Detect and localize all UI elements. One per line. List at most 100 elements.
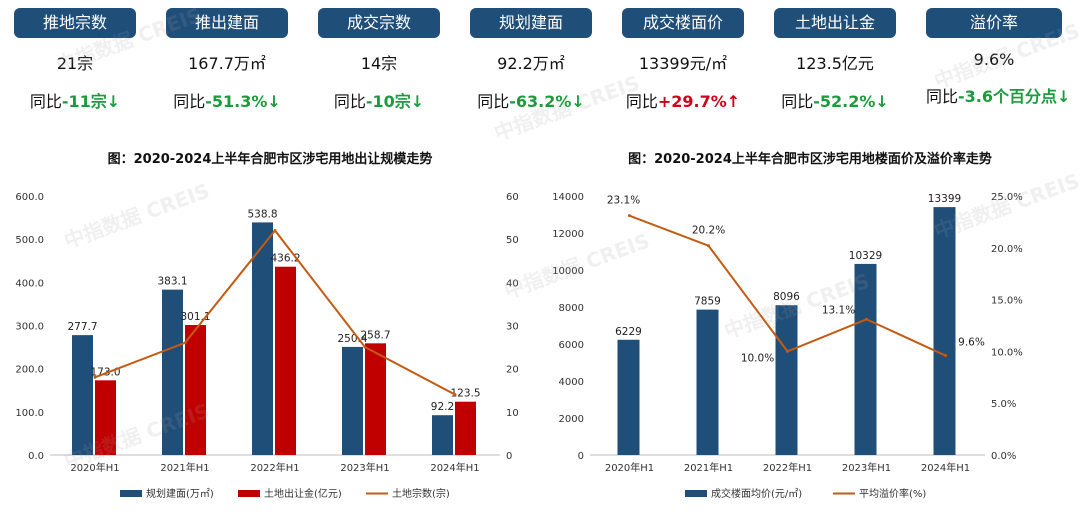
stat-card: 推出建面 167.7万㎡ 同比-51.3%↓ <box>166 8 288 112</box>
bar <box>775 305 798 455</box>
legend-label: 成交楼面均价(元/㎡) <box>711 487 802 500</box>
y-tick-right: 0 <box>506 451 512 462</box>
bar <box>185 325 206 455</box>
bar-data-label: 383.1 <box>157 276 187 288</box>
y-tick-right: 40 <box>506 278 519 289</box>
bar <box>365 343 386 455</box>
y-tick-right: 0.0% <box>991 451 1016 462</box>
bar-data-label: 258.7 <box>360 329 390 341</box>
x-tick-label: 2023年H1 <box>842 461 891 474</box>
bar <box>933 207 956 455</box>
yoy-prefix: 同比 <box>333 92 366 111</box>
y-tick-left: 8000 <box>559 303 584 314</box>
line-point <box>786 349 789 353</box>
y-tick-right: 10 <box>506 408 519 419</box>
y-tick-left: 2000 <box>559 414 584 425</box>
chart-svg: 0.0 100.0 200.0 300.0 400.0 500.0 600.0 0 10 20 30… <box>15 192 519 500</box>
yoy-change: -11宗 <box>61 92 107 111</box>
yoy-arrow-icon: ↓ <box>1057 87 1071 106</box>
x-tick-label: 2024年H1 <box>430 461 479 474</box>
stat-yoy: 同比-63.2%↓ <box>470 88 592 112</box>
bar-data-label: 538.8 <box>247 208 277 220</box>
bar-data-label: 13399 <box>928 193 961 205</box>
bar-data-label: 7859 <box>694 296 721 308</box>
x-tick-label: 2020年H1 <box>605 461 654 474</box>
stat-yoy: 同比-11宗↓ <box>14 88 136 112</box>
yoy-change: -52.2% <box>813 92 876 111</box>
yoy-prefix: 同比 <box>625 92 658 111</box>
stat-label: 推出建面 <box>166 8 288 38</box>
stat-label: 成交楼面价 <box>622 8 744 38</box>
y-tick-left: 12000 <box>552 229 584 240</box>
yoy-arrow-icon: ↓ <box>875 92 889 111</box>
line-data-label: 10.0% <box>741 352 774 364</box>
legend-label: 土地宗数(宗) <box>392 487 450 500</box>
stat-yoy: 同比+29.7%↑ <box>622 88 744 112</box>
y-tick-right: 20 <box>506 365 519 376</box>
y-tick-left: 100.0 <box>15 408 44 419</box>
yoy-prefix: 同比 <box>926 87 959 106</box>
x-tick-label: 2020年H1 <box>70 461 119 474</box>
bar-data-label: 277.7 <box>67 321 97 333</box>
price-premium-chart: 图：2020-2024上半年合肥市区涉宅用地楼面价及溢价率走势 0 2000 400… <box>540 140 1080 517</box>
stat-yoy: 同比-10宗↓ <box>318 88 440 112</box>
stat-value: 9.6% <box>973 50 1015 69</box>
y-tick-left: 600.0 <box>15 192 44 203</box>
y-tick-left: 10000 <box>552 266 584 277</box>
x-tick-label: 2022年H1 <box>763 461 812 474</box>
stat-value: 123.5亿元 <box>796 54 874 73</box>
yoy-arrow-icon: ↓ <box>410 92 425 111</box>
x-tick-label: 2023年H1 <box>340 461 389 474</box>
y-tick-left: 6000 <box>559 340 584 351</box>
stat-label: 规划建面 <box>470 8 592 38</box>
yoy-change: -10宗 <box>365 92 411 111</box>
line-point <box>628 214 631 218</box>
legend-label: 平均溢价率(%) <box>859 487 926 500</box>
yoy-prefix: 同比 <box>29 92 62 111</box>
y-tick-right: 25.0% <box>991 192 1023 203</box>
stat-card: 溢价率 9.6% 同比-3.6个百分点↓ <box>926 8 1070 107</box>
stat-yoy: 同比-51.3%↓ <box>166 88 288 112</box>
y-tick-right: 10.0% <box>991 347 1023 358</box>
line-data-label: 23.1% <box>607 195 640 207</box>
bar-data-label: 8096 <box>773 291 800 303</box>
stat-card: 土地出让金 123.5亿元 同比-52.2%↓ <box>774 8 896 112</box>
y-tick-right: 15.0% <box>991 296 1023 307</box>
stat-value: 13399元/㎡ <box>638 54 728 73</box>
stat-card: 规划建面 92.2万㎡ 同比-63.2%↓ <box>470 8 592 112</box>
bar <box>252 222 273 455</box>
stat-label: 成交宗数 <box>318 8 440 38</box>
stat-card: 成交宗数 14宗 同比-10宗↓ <box>318 8 440 112</box>
y-tick-left: 4000 <box>559 377 584 388</box>
yoy-change: -63.2% <box>509 92 572 111</box>
bar-data-label: 6229 <box>615 326 642 338</box>
y-tick-left: 14000 <box>552 192 584 203</box>
stat-value: 92.2万㎡ <box>497 54 565 73</box>
legend-swatch <box>685 490 707 497</box>
bar <box>455 401 476 455</box>
x-tick-label: 2021年H1 <box>160 461 209 474</box>
line-point <box>363 345 367 349</box>
bar <box>72 335 93 455</box>
scale-trend-chart: 图：2020-2024上半年合肥市区涉宅用地出让规模走势 0.0 100.0 200… <box>0 140 540 517</box>
y-tick-right: 20.0% <box>991 244 1023 255</box>
y-tick-left: 200.0 <box>15 365 44 376</box>
legend-swatch <box>120 490 142 497</box>
yoy-arrow-icon: ↑ <box>726 92 741 111</box>
stat-card: 推地宗数 21宗 同比-11宗↓ <box>14 8 136 112</box>
y-tick-right: 30 <box>506 322 519 333</box>
stat-label: 土地出让金 <box>774 8 896 38</box>
stat-label: 推地宗数 <box>14 8 136 38</box>
stat-value: 14宗 <box>360 54 398 73</box>
stat-yoy: 同比-3.6个百分点↓ <box>926 83 1070 107</box>
y-tick-left: 0 <box>578 451 584 462</box>
stat-label: 溢价率 <box>926 8 1062 38</box>
y-tick-left: 500.0 <box>15 235 44 246</box>
line-point <box>273 229 277 233</box>
line-point <box>707 244 710 248</box>
bar <box>854 263 877 455</box>
x-tick-label: 2022年H1 <box>250 461 299 474</box>
yoy-prefix: 同比 <box>477 92 510 111</box>
legend-label: 规划建面(万㎡) <box>146 487 214 500</box>
yoy-prefix: 同比 <box>173 92 206 111</box>
